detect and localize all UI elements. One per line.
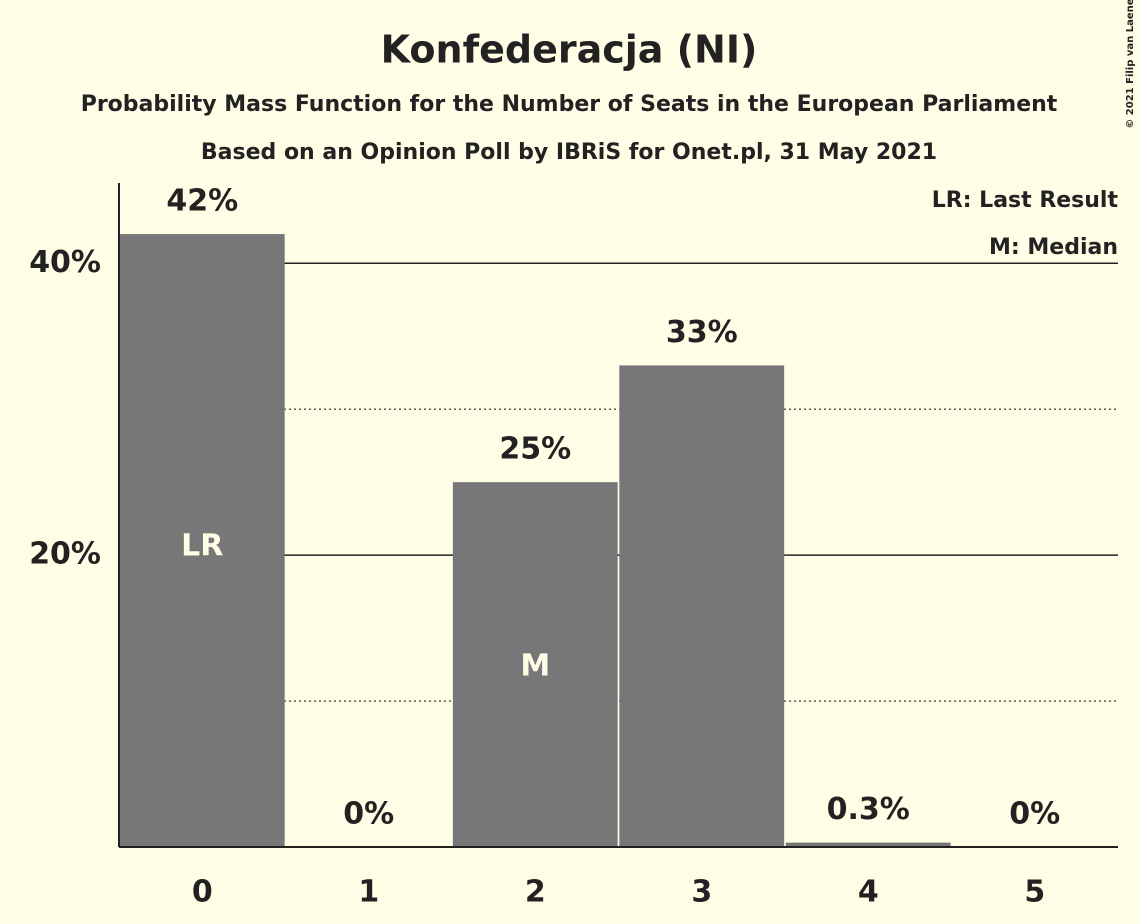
value-label: 42% <box>166 184 238 219</box>
legend-entry: LR: Last Result <box>932 188 1119 213</box>
bar <box>119 234 285 848</box>
bar-annotation: LR <box>181 529 223 564</box>
value-label: 25% <box>499 432 571 467</box>
value-label: 0% <box>1009 797 1060 832</box>
value-label: 0.3% <box>827 792 910 827</box>
chart-subtitle: Probability Mass Function for the Number… <box>81 92 1058 117</box>
value-label: 0% <box>343 797 394 832</box>
x-tick-label: 4 <box>858 875 879 910</box>
chart-subtitle: Based on an Opinion Poll by IBRiS for On… <box>201 140 937 165</box>
chart-title: Konfederacja (NI) <box>381 28 758 72</box>
bar <box>452 482 618 847</box>
y-tick-label: 40% <box>29 245 101 280</box>
x-tick-label: 5 <box>1024 875 1045 910</box>
bar <box>619 365 785 847</box>
value-label: 33% <box>666 315 738 350</box>
bar <box>785 842 951 847</box>
bar-annotation: M <box>520 649 550 684</box>
legend-entry: M: Median <box>989 235 1118 260</box>
x-tick-label: 1 <box>358 875 379 910</box>
x-tick-label: 0 <box>192 875 213 910</box>
y-tick-label: 20% <box>29 537 101 572</box>
x-tick-label: 3 <box>691 875 712 910</box>
x-tick-label: 2 <box>525 875 546 910</box>
copyright: © 2021 Filip van Laenen <box>1125 0 1136 129</box>
